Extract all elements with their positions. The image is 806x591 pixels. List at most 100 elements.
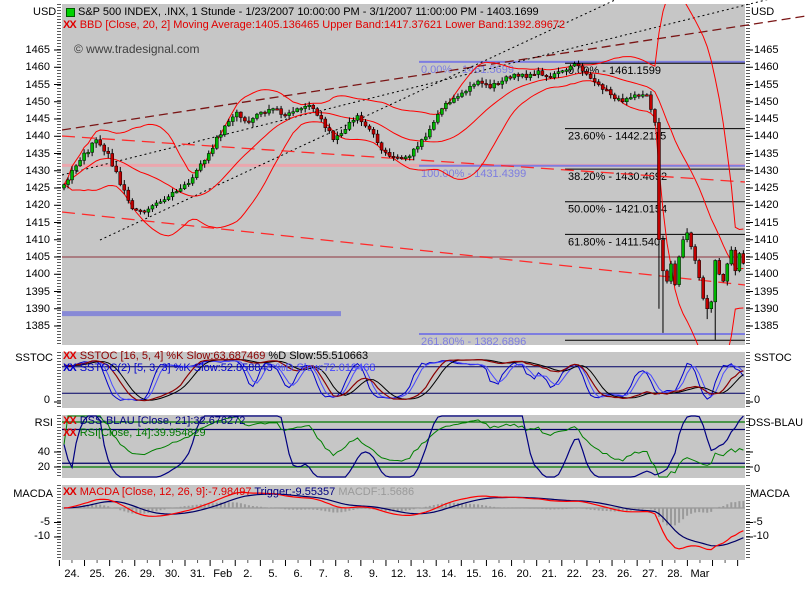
dss-label-right: DSS-BLAU bbox=[748, 417, 804, 429]
dss-blau-legend[interactable]: XX DSS-BLAU [Close, 21]:32.676272 bbox=[63, 415, 245, 427]
macda-tick-m5-right: -5 bbox=[753, 516, 763, 528]
price-tick-label: 1450 bbox=[754, 95, 779, 108]
price-tick-label: 1435 bbox=[754, 147, 779, 160]
price-tick-label: 1415 bbox=[754, 216, 779, 229]
macda-panel[interactable] bbox=[62, 485, 745, 560]
price-tick-label: 1425 bbox=[25, 182, 50, 194]
price-tick-label: 1455 bbox=[754, 78, 779, 91]
main-right-ticks bbox=[746, 4, 750, 345]
sstoc-slow-legend[interactable]: XX SSTOC [16, 5, 4] %K Slow:63.687469 %D … bbox=[63, 350, 368, 362]
date-tick-label: 9. bbox=[368, 568, 379, 580]
left-price-scale[interactable]: 1465 1460 1455 1450 1445 1440 1435 1430 1425 1420… bbox=[0, 0, 50, 345]
line-style-icon: XX bbox=[63, 362, 77, 374]
macda-tick-m10: -10 bbox=[34, 530, 50, 542]
sstoc-label-left: SSTOC bbox=[15, 352, 53, 364]
price-tick-label: 1415 bbox=[25, 216, 50, 229]
time-axis[interactable]: 24. 25. 26. 29. 30. 31. Feb 2. 5. 6. 7. 8. 9. 12. 13. 1… bbox=[0, 560, 806, 591]
rsi-legend[interactable]: XX RSI[Close, 14]:39.954829 bbox=[63, 427, 206, 439]
fib-level-label: 0.00% - 1461.5699 bbox=[421, 64, 514, 76]
date-tick-label: 2. bbox=[243, 568, 253, 580]
price-tick-label: 1445 bbox=[754, 113, 779, 125]
date-tick-label: Mar bbox=[690, 568, 710, 580]
date-tick-label: 12. bbox=[390, 568, 407, 580]
sstoc-label-right: SSTOC bbox=[754, 352, 792, 364]
rsi-left-ticks bbox=[57, 415, 61, 478]
fib-level-label: 38.20% - 1430.4692 bbox=[568, 171, 667, 183]
date-tick-label: 20. bbox=[516, 568, 532, 580]
date-tick-label: 15. bbox=[466, 568, 482, 580]
price-tick-label: 1435 bbox=[25, 147, 50, 160]
bbd-legend-text: BBD [Close, 20, 2] Moving Average:1405.1… bbox=[79, 19, 566, 31]
macda-macdf: MACDF:1.5686 bbox=[335, 486, 415, 498]
line-style-icon: XX bbox=[63, 486, 77, 498]
rsi-right-ticks bbox=[746, 415, 750, 478]
rsi-tick-20: 20 bbox=[37, 461, 50, 473]
date-tick-label: 25. bbox=[89, 568, 105, 580]
price-tick-label: 1385 bbox=[754, 320, 779, 332]
date-tick-label: 22. bbox=[566, 568, 583, 580]
price-tick-label: 1465 bbox=[25, 44, 50, 56]
macda-label-left: MACDA bbox=[13, 488, 53, 500]
price-tick-label: 1420 bbox=[25, 199, 50, 212]
price-tick-label: 1445 bbox=[25, 113, 50, 125]
price-tick-label: 1440 bbox=[754, 130, 779, 143]
sstoc-zero-left: 0 bbox=[43, 394, 50, 406]
bbd-legend[interactable]: XX BBD [Close, 20, 2] Moving Average:1405… bbox=[63, 19, 565, 31]
sstoc-zero-right: 0 bbox=[754, 394, 761, 406]
price-tick-label: 1460 bbox=[25, 61, 50, 74]
macda-tick-m10-right: -10 bbox=[753, 530, 769, 542]
date-tick-label: 21. bbox=[541, 568, 557, 580]
price-tick-label: 1400 bbox=[25, 268, 50, 281]
date-tick-label: 26. bbox=[616, 568, 633, 580]
price-tick-label: 1390 bbox=[25, 302, 50, 315]
macda-trigger: Trigger:-9.55357 bbox=[251, 486, 336, 498]
date-tick-label: 6. bbox=[293, 568, 303, 580]
right-price-scale[interactable]: 1465 1460 1455 1450 1445 1440 1435 1430 1425 1420… bbox=[754, 0, 806, 345]
price-tick-label: 1410 bbox=[25, 233, 50, 246]
price-tick-label: 1390 bbox=[754, 302, 779, 315]
chart-title-text: S&P 500 INDEX, .INX, 1 Stunde - 1/23/200… bbox=[78, 6, 539, 18]
macda-label-right: MACDA bbox=[750, 488, 790, 500]
price-tick-label: 1420 bbox=[754, 199, 779, 212]
line-style-icon: XX bbox=[63, 415, 77, 427]
price-tick-label: 1385 bbox=[25, 320, 50, 332]
rsi-zero-right: 0 bbox=[754, 463, 761, 475]
date-tick-label: 26. bbox=[114, 568, 130, 580]
price-tick-label: 1430 bbox=[754, 164, 779, 177]
sstoc-fast-d: %D Slow:72.019468 bbox=[272, 362, 376, 374]
date-tick-label: 31. bbox=[189, 568, 206, 580]
price-tick-label: 1460 bbox=[754, 61, 779, 74]
chart-title[interactable]: S&P 500 INDEX, .INX, 1 Stunde - 1/23/200… bbox=[78, 6, 539, 18]
macda-legend[interactable]: XX MACDA [Close, 12, 26, 9]:-7.98497 Trig… bbox=[63, 486, 414, 498]
sstoc-right-ticks bbox=[746, 352, 750, 408]
watermark: © www.tradesignal.com bbox=[74, 42, 200, 56]
left-axis-currency: USD bbox=[33, 6, 57, 18]
price-tick-label: 1440 bbox=[25, 130, 50, 143]
date-tick-label: 30. bbox=[164, 568, 181, 580]
sstoc-slow-d: %D Slow:55.510663 bbox=[265, 350, 369, 362]
price-tick-label: 1455 bbox=[25, 78, 50, 91]
fib-level-label: 261.80% - 1382.6896 bbox=[421, 336, 526, 348]
sstoc-fast-legend[interactable]: XX SSTOC(2) [5, 3, 3] %K Slow:52.858843 %… bbox=[63, 362, 375, 374]
date-tick-label: 14. bbox=[441, 568, 457, 580]
price-tick-label: 1405 bbox=[754, 251, 779, 263]
fib-level-label: 23.60% - 1442.2115 bbox=[568, 131, 666, 143]
date-tick-label: 8. bbox=[343, 568, 353, 580]
fib-level-label: 61.80% - 1411.5407 bbox=[568, 236, 666, 248]
price-tick-label: 1395 bbox=[25, 285, 50, 298]
price-tick-label: 1430 bbox=[25, 164, 50, 177]
date-tick-label: 16. bbox=[491, 568, 507, 580]
date-tick-label: 28. bbox=[667, 568, 683, 580]
date-tick-label: 7. bbox=[318, 568, 328, 580]
date-tick-label: 13. bbox=[416, 568, 432, 580]
line-style-icon: XX bbox=[63, 427, 77, 439]
price-tick-label: 1405 bbox=[25, 251, 50, 263]
rsi-label-left: RSI bbox=[34, 417, 53, 429]
line-style-icon: XX bbox=[63, 19, 77, 31]
instrument-marker-icon bbox=[66, 8, 75, 17]
sstoc-slow-k: SSTOC [16, 5, 4] %K Slow:63.687469 bbox=[79, 350, 266, 362]
main-left-ticks bbox=[57, 4, 61, 345]
date-tick-label: 29. bbox=[139, 568, 156, 580]
